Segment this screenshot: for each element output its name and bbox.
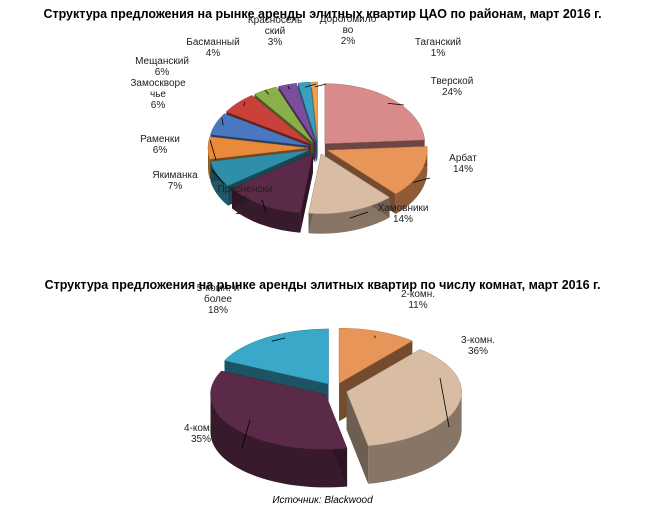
- leader-line: [241, 419, 251, 449]
- chart-title-rooms: Структура предложения на рынке аренды эл…: [44, 278, 601, 292]
- slice-name-label: чье: [150, 89, 166, 100]
- leader-line: [209, 139, 217, 161]
- pie-slice-top: [210, 113, 309, 147]
- leader-line: [287, 85, 290, 90]
- slice-name-label: Мещанский: [135, 56, 189, 67]
- slice-value-label: 7%: [168, 181, 183, 192]
- data-label: 2-комн.11%: [401, 289, 435, 311]
- pie-slice-top: [210, 370, 348, 450]
- slice-value-label: 1%: [431, 48, 446, 59]
- pie-slice-top: [324, 83, 425, 144]
- pie-slice-top: [225, 95, 311, 145]
- pie-slice-side: [208, 148, 210, 180]
- slice-value-label: 6%: [155, 67, 170, 78]
- pie-slice: [210, 370, 348, 488]
- leader-line: [305, 83, 317, 88]
- pie-slice-top: [207, 136, 309, 160]
- slice-name-label: 2-комн.: [401, 289, 435, 300]
- slice-value-label: 6%: [151, 100, 166, 111]
- slice-value-label: 13%: [235, 206, 255, 217]
- data-label: 4-комн.35%: [184, 423, 218, 445]
- chart-title-districts: Структура предложения на рынке аренды эл…: [43, 7, 602, 21]
- pie-slice: [346, 349, 462, 484]
- slice-name-label: Пресненски: [218, 184, 273, 195]
- slice-name-label: ский: [265, 26, 286, 37]
- slice-name-label: Якиманка: [152, 170, 198, 181]
- slice-value-label: 2%: [341, 36, 356, 47]
- leader-line: [261, 199, 267, 213]
- pie-slice-top: [346, 349, 462, 447]
- slice-name-label: более: [204, 293, 232, 305]
- pie-slice-top: [326, 146, 428, 195]
- slice-name-label: Раменки: [140, 134, 180, 145]
- pie-slice-top: [277, 83, 316, 143]
- pie-slice-side: [368, 391, 462, 484]
- slice-name-label: Арбат: [449, 152, 477, 164]
- pie-slice-top: [311, 81, 318, 143]
- pie-slice-side: [210, 394, 348, 488]
- pie-slice: [308, 153, 391, 234]
- slice-name-label: Тверской: [431, 76, 474, 87]
- slice-name-label: во: [343, 25, 354, 36]
- pie-slice-top: [210, 150, 309, 186]
- data-label: 3-комн.36%: [461, 335, 495, 357]
- slice-value-label: 36%: [468, 346, 488, 357]
- slice-value-label: 24%: [442, 87, 462, 98]
- pie-rooms: 2-комн.11% 3-комн.36% 4-комн.35% 5-комн. иб…: [184, 283, 495, 488]
- slice-value-label: 14%: [393, 214, 413, 225]
- leader-line: [387, 102, 405, 106]
- slice-value-label: 35%: [191, 434, 211, 445]
- slice-name-label: 3-комн.: [461, 335, 495, 346]
- pie-slice-side: [395, 150, 428, 214]
- pie-slice-top: [297, 81, 317, 143]
- pie-slice-cut: [346, 391, 369, 484]
- pie-slice-top: [308, 153, 391, 214]
- pie-slice-top: [224, 328, 329, 385]
- leader-line: [243, 101, 246, 107]
- slice-name-label: Дорогомило: [320, 14, 377, 25]
- leader-line: [412, 177, 431, 183]
- slice-name-label: Хамовники: [377, 203, 428, 214]
- leader-line: [314, 83, 327, 88]
- pie-districts: Тверской24%Арбат14%Хамовники14%Пресненск…: [130, 14, 477, 234]
- source-note: Источник: Blackwood: [272, 495, 373, 506]
- pie-slice: [231, 152, 314, 233]
- slice-name-label: 5-комн. и: [197, 283, 239, 294]
- slice-name-label: й: [242, 195, 248, 206]
- slice-name-label: Замоскворе: [130, 78, 186, 89]
- slice-value-label: 11%: [408, 300, 427, 311]
- leader-line: [221, 117, 224, 126]
- slice-value-label: 3%: [268, 37, 283, 48]
- slice-value-label: 4%: [206, 48, 221, 59]
- slice-name-label: Басманный: [186, 37, 239, 48]
- slice-value-label: 18%: [208, 305, 228, 316]
- slice-name-label: Красносель: [248, 15, 302, 26]
- leader-line: [264, 89, 270, 95]
- leader-line: [439, 377, 450, 428]
- slice-value-label: 6%: [153, 145, 168, 156]
- leader-line: [271, 337, 286, 342]
- slice-value-label: 14%: [453, 164, 473, 175]
- pie-slice-top: [231, 152, 314, 213]
- slice-name-label: 4-комн.: [184, 423, 218, 434]
- pie-slice-top: [338, 327, 413, 384]
- leader-line: [349, 211, 369, 219]
- leader-line: [211, 169, 225, 185]
- slice-name-label: Таганский: [415, 37, 461, 48]
